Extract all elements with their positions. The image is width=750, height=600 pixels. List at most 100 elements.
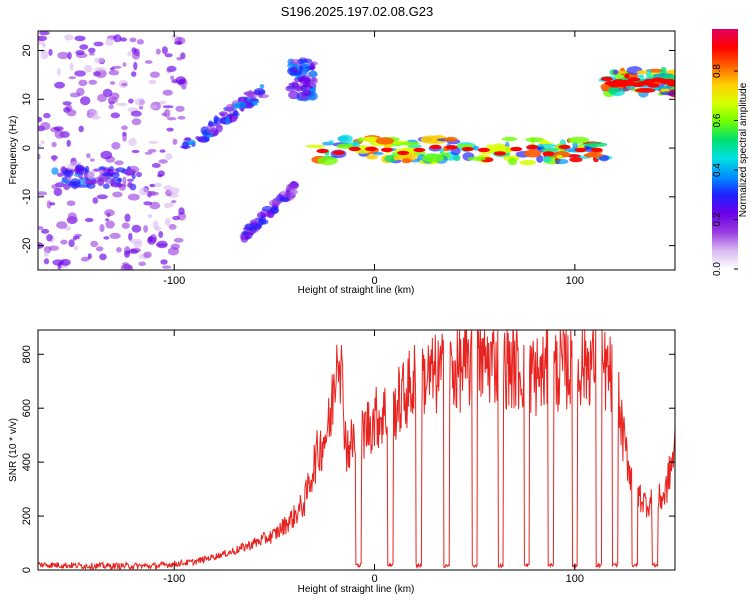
spectrogram-blob	[399, 141, 421, 146]
spectrogram-blob	[66, 109, 77, 117]
spectrogram-blob	[257, 211, 267, 219]
spectrogram-blob	[56, 221, 68, 229]
spectrogram-blob	[112, 191, 123, 198]
spectrogram-blob	[304, 77, 310, 84]
x-tick-label: 100	[566, 573, 584, 585]
spectrogram-blob	[93, 41, 104, 47]
y-tick-label: 800	[21, 345, 33, 363]
spectrogram-blob	[166, 127, 174, 132]
spectrogram-blob	[48, 48, 53, 56]
spectrogram-blob	[309, 76, 318, 85]
spectrogram-blob	[636, 70, 648, 75]
spectrogram-blob	[148, 190, 156, 196]
spectrogram-peak	[510, 146, 523, 152]
spectrogram-blob	[163, 202, 172, 209]
spectrogram-blob	[250, 98, 259, 102]
spectrogram-blob	[162, 105, 174, 109]
spectrogram-blob	[100, 150, 113, 160]
spectrogram-blob	[162, 89, 173, 96]
spectrogram-blob	[62, 101, 72, 106]
spectrogram-blob	[152, 220, 159, 230]
y-tick-label: 10	[21, 93, 33, 105]
spectrogram-blob	[144, 151, 153, 155]
colorbar-tick-label: 0.0	[712, 262, 723, 276]
spectrogram-blob	[176, 56, 183, 61]
spectrogram-blob	[78, 79, 88, 87]
spectrogram-blob	[585, 142, 608, 148]
colorbar-tick-label: 0.6	[712, 113, 723, 127]
spectrogram-blob	[286, 183, 298, 191]
colorbar-gradient	[712, 29, 738, 269]
spectrogram-blob	[108, 104, 114, 110]
spectrogram-blob	[301, 89, 312, 97]
spectrogram-blob	[121, 222, 130, 229]
spectrogram-blob	[171, 79, 178, 84]
spectrogram-blob	[124, 250, 130, 258]
snr-x-label: Height of straight line (km)	[298, 584, 415, 595]
spectrogram-blob	[60, 239, 68, 245]
spectrogram-blob	[138, 261, 147, 267]
spectrogram-blob	[530, 137, 535, 143]
spectrogram-blob	[164, 217, 171, 226]
spectrogram-blob	[143, 201, 153, 206]
spectrogram-blob	[261, 218, 266, 225]
spectrogram-blob	[84, 217, 94, 223]
spectrogram-blob	[109, 67, 115, 71]
spectrogram-blob	[612, 69, 619, 75]
spectrogram-blob	[43, 258, 50, 265]
spectrogram-blob	[96, 194, 108, 200]
spectrogram-blob	[98, 166, 107, 171]
spectrogram-blob	[87, 171, 95, 180]
spectrogram-blob	[328, 140, 334, 144]
spectrogram-blob	[73, 245, 79, 251]
spectrogram-blob	[225, 103, 235, 113]
spectrogram-blob	[272, 197, 281, 206]
spectrogram-blob	[155, 48, 161, 55]
spectrogram-blob	[128, 137, 137, 147]
spectrogram-blob	[43, 251, 49, 257]
spectrogram-blob	[161, 265, 172, 269]
colorbar-tick-label: 0.4	[712, 163, 723, 177]
spectrogram-blob	[41, 228, 50, 234]
spectrogram-blob	[127, 183, 133, 188]
spectrogram-blob	[637, 74, 645, 79]
spectrogram-blob	[149, 71, 160, 78]
spectrogram-blob	[138, 105, 144, 110]
spectrogram-blob	[225, 116, 230, 125]
spectrogram-y-ticks: -20 -10 0 10 20	[21, 44, 675, 254]
spectrogram-blob	[267, 210, 275, 219]
spectrogram-blob	[122, 62, 127, 67]
spectrogram-peak	[477, 147, 490, 153]
spectrogram-blob	[38, 143, 42, 148]
x-tick-label: 0	[371, 275, 377, 287]
spectrogram-blob	[372, 151, 384, 156]
spectrogram-blob	[109, 232, 121, 239]
spectrogram-blob	[444, 136, 458, 142]
spectrogram-blob	[69, 62, 74, 71]
spectrogram-blob	[362, 136, 379, 142]
spectrogram-blob	[94, 57, 105, 64]
spectrogram-blob	[60, 180, 71, 184]
spectrogram-blob	[74, 70, 86, 77]
spectrogram-blob	[79, 44, 89, 50]
spectrogram-y-label: Frequency (Hz)	[8, 116, 19, 185]
spectrogram-blob	[101, 172, 112, 177]
spectrogram-blob	[164, 109, 171, 118]
spectrogram-blob	[556, 154, 563, 159]
spectrogram-blob	[89, 158, 95, 162]
spectrogram-blob	[41, 42, 46, 48]
colorbar-tick-label: 0.8	[712, 64, 723, 78]
spectrogram-blob	[148, 140, 159, 144]
spectrogram-blob	[131, 50, 141, 60]
y-tick-label: -20	[21, 238, 33, 254]
spectrogram-blob	[660, 66, 667, 76]
spectrogram-blob	[131, 149, 140, 154]
spectrogram-blob	[95, 69, 107, 78]
spectrogram-blob	[165, 153, 173, 160]
spectrogram-blob	[285, 85, 297, 92]
spectrogram-blob	[168, 187, 180, 195]
spectrogram-blob	[259, 84, 265, 89]
chart-title: S196.2025.197.02.08.G23	[281, 4, 434, 19]
